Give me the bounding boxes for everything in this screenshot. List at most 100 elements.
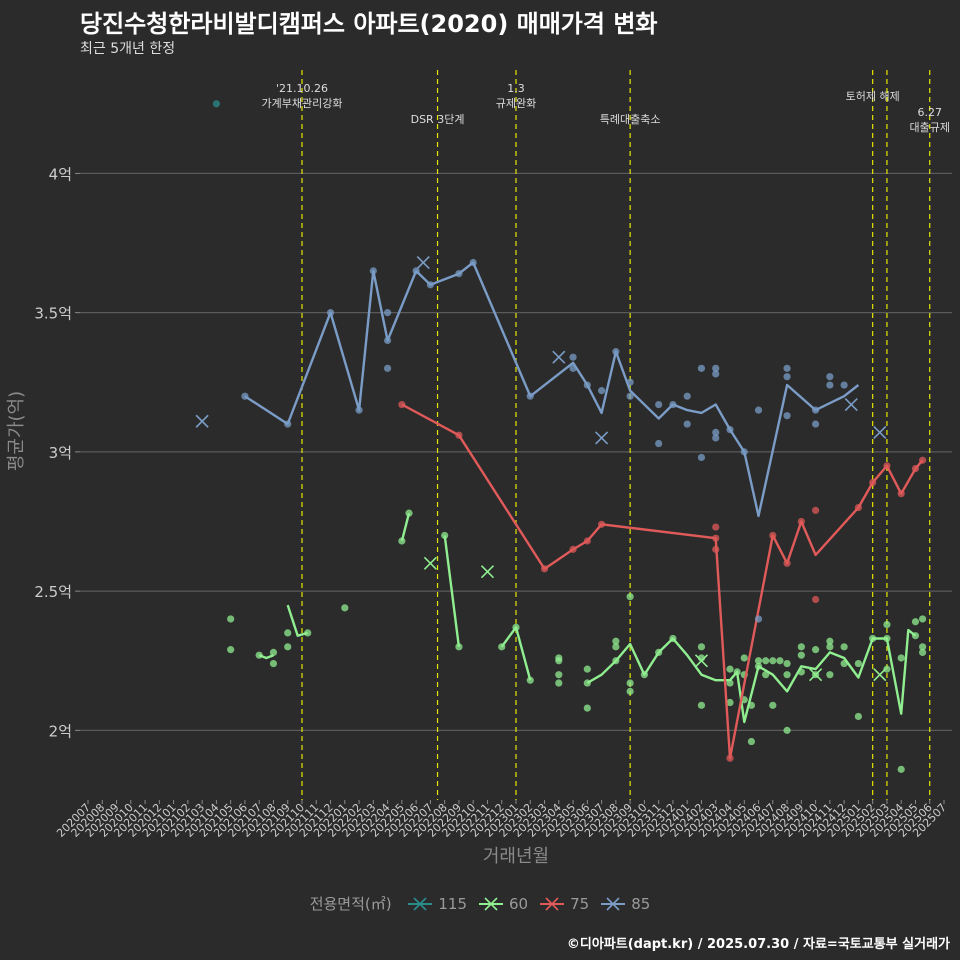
data-point-75 bbox=[540, 565, 549, 573]
data-point-85 bbox=[826, 381, 834, 389]
data-point-85 bbox=[812, 406, 820, 414]
data-point-85 bbox=[712, 428, 720, 436]
data-point-75 bbox=[812, 506, 820, 514]
data-point-60 bbox=[733, 668, 741, 676]
data-point-85 bbox=[812, 420, 820, 428]
data-point-75 bbox=[712, 523, 720, 531]
data-point-60 bbox=[269, 648, 278, 657]
data-point-85 bbox=[826, 373, 834, 381]
data-point-75 bbox=[797, 517, 805, 526]
data-point-60 bbox=[826, 671, 834, 679]
data-point-60 bbox=[797, 651, 805, 659]
data-point-60 bbox=[776, 657, 784, 665]
data-point-60 bbox=[897, 654, 905, 662]
series-line-75 bbox=[401, 403, 924, 760]
data-point-60 bbox=[341, 604, 349, 612]
y-tick-label: 4억 bbox=[49, 165, 72, 183]
data-point-85 bbox=[712, 364, 720, 372]
data-point-60 bbox=[840, 659, 848, 668]
legend-label: 60 bbox=[509, 894, 529, 913]
data-point-60 bbox=[626, 687, 634, 695]
series-line-60 bbox=[586, 628, 917, 724]
data-point-75 bbox=[712, 545, 720, 553]
data-point-60 bbox=[612, 657, 620, 665]
y-tick-label: 2억 bbox=[49, 722, 72, 740]
data-point-85 bbox=[612, 348, 620, 356]
y-axis-title: 평균가(억) bbox=[6, 391, 27, 471]
data-point-60 bbox=[826, 643, 834, 651]
data-point-85 bbox=[284, 420, 292, 428]
data-point-60 bbox=[526, 676, 534, 684]
event-label: 1.3 규제완화 bbox=[496, 82, 536, 110]
cross-mark-85 bbox=[844, 397, 858, 412]
data-point-85 bbox=[669, 400, 677, 409]
chart-title: 당진수청한라비발디캠퍼스 아파트(2020) 매매가격 변화 bbox=[80, 10, 658, 38]
data-point-85 bbox=[569, 364, 577, 372]
legend-item-75: 75 bbox=[538, 894, 589, 914]
data-point-60 bbox=[455, 643, 463, 651]
data-point-85 bbox=[655, 400, 663, 409]
data-point-85 bbox=[726, 426, 734, 434]
data-point-85 bbox=[683, 420, 691, 428]
series-line-60 bbox=[400, 512, 411, 542]
data-point-60 bbox=[754, 662, 763, 670]
data-point-60 bbox=[762, 671, 770, 679]
y-tick-label: 3억 bbox=[49, 444, 72, 462]
data-point-75 bbox=[726, 754, 734, 762]
data-point-60 bbox=[555, 679, 563, 687]
legend-item-115: 115 bbox=[406, 894, 467, 914]
data-point-85 bbox=[626, 392, 634, 400]
legend-key-icon bbox=[601, 896, 626, 911]
event-label: 6.27 대출규제 bbox=[909, 106, 949, 134]
data-point-60 bbox=[919, 643, 927, 651]
event-label: '21.10.26 가계부채관리강화 bbox=[262, 82, 343, 110]
legend-items: 115 60 75 85 bbox=[396, 894, 650, 914]
data-point-60 bbox=[555, 671, 563, 679]
data-point-85 bbox=[583, 381, 591, 389]
data-point-85 bbox=[369, 267, 377, 275]
data-point-60 bbox=[583, 679, 591, 687]
series-line-85 bbox=[244, 261, 860, 518]
data-point-60 bbox=[797, 643, 805, 651]
data-point-85 bbox=[626, 378, 634, 386]
data-point-60 bbox=[747, 737, 756, 746]
data-point-60 bbox=[854, 712, 863, 721]
cross-mark-85 bbox=[595, 431, 609, 445]
data-point-60 bbox=[227, 615, 235, 623]
data-point-60 bbox=[897, 765, 905, 773]
data-point-60 bbox=[754, 657, 763, 665]
data-point-60 bbox=[911, 632, 920, 640]
data-point-75 bbox=[869, 478, 877, 487]
data-point-60 bbox=[762, 657, 770, 665]
data-point-85 bbox=[783, 373, 791, 381]
data-point-60 bbox=[583, 665, 591, 673]
data-point-75 bbox=[455, 431, 463, 439]
data-point-85 bbox=[697, 364, 706, 372]
data-point-60 bbox=[626, 679, 634, 687]
data-point-60 bbox=[883, 620, 891, 629]
data-point-60 bbox=[697, 643, 706, 651]
data-point-60 bbox=[840, 643, 848, 651]
data-point-85 bbox=[455, 270, 463, 278]
data-point-75 bbox=[569, 545, 577, 553]
data-point-60 bbox=[512, 623, 520, 631]
data-point-60 bbox=[726, 679, 734, 687]
data-point-85 bbox=[384, 364, 392, 372]
data-point-60 bbox=[655, 648, 663, 657]
data-point-85 bbox=[384, 309, 392, 317]
data-point-75 bbox=[911, 464, 920, 473]
data-point-60 bbox=[911, 618, 920, 626]
data-point-75 bbox=[598, 520, 606, 528]
data-point-60 bbox=[498, 643, 506, 651]
data-point-85 bbox=[426, 281, 434, 289]
data-point-85 bbox=[783, 364, 791, 372]
data-point-60 bbox=[612, 643, 620, 651]
data-point-60 bbox=[726, 698, 734, 707]
chart-subtitle: 최근 5개년 한정 bbox=[80, 41, 176, 57]
event-label: 토허제 해제 bbox=[846, 89, 900, 103]
data-point-60 bbox=[555, 657, 563, 665]
data-point-75 bbox=[712, 534, 720, 542]
legend-key-cross bbox=[545, 896, 559, 911]
data-point-75 bbox=[583, 537, 591, 545]
